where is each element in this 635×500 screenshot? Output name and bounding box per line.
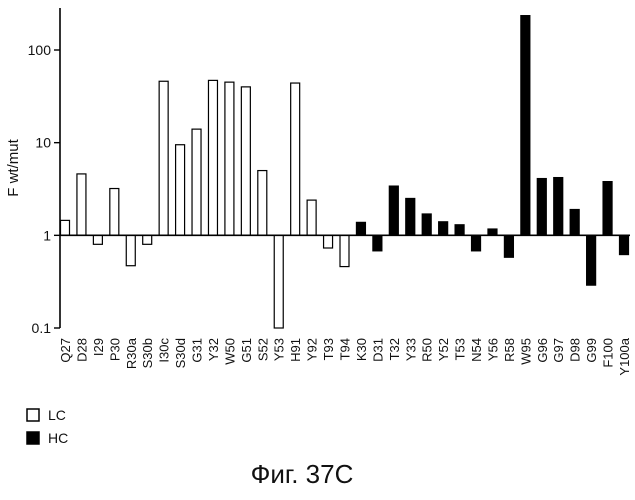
x-tick-label-t53: T53 xyxy=(453,338,468,360)
x-tick-label-k30: K30 xyxy=(354,338,369,361)
bar-y100a xyxy=(620,235,629,254)
legend-label-lc: LC xyxy=(48,407,66,423)
x-tick-label-p30: P30 xyxy=(107,338,122,361)
figure-caption: Фиг. 37C xyxy=(251,459,354,489)
bar-d98 xyxy=(570,210,579,236)
x-tick-label-r30a: R30a xyxy=(124,337,139,369)
bar-y92 xyxy=(307,200,316,235)
bar-y32 xyxy=(208,80,217,235)
bar-t93 xyxy=(324,235,333,248)
bar-q27 xyxy=(61,220,70,235)
x-tick-label-q27: Q27 xyxy=(58,338,73,363)
x-tick-label-r50: R50 xyxy=(420,338,435,362)
legend-swatch-lc xyxy=(27,409,39,421)
x-tick-label-y100a: Y100a xyxy=(617,337,632,375)
x-tick-label-g51: G51 xyxy=(239,338,254,363)
bar-w95 xyxy=(521,16,530,236)
bar-r30a xyxy=(126,235,135,265)
x-tick-label-s52: S52 xyxy=(255,338,270,361)
x-tick-label-t32: T32 xyxy=(387,338,402,360)
x-tick-label-n54: N54 xyxy=(469,338,484,362)
bars-group xyxy=(61,16,629,328)
bar-s30b xyxy=(143,235,152,244)
y-tick-label: 100 xyxy=(28,42,52,58)
legend: LC HC xyxy=(27,407,68,446)
x-tick-label-y53: Y53 xyxy=(272,338,287,361)
x-tick-label-y33: Y33 xyxy=(403,338,418,361)
legend-label-hc: HC xyxy=(48,430,68,446)
x-tick-labels-group: Q27D28I29P30R30aS30bI30cS30dG31Y32W50G51… xyxy=(58,337,632,375)
x-tick-label-t93: T93 xyxy=(321,338,336,360)
bar-y53 xyxy=(274,235,283,328)
bar-g99 xyxy=(587,235,596,285)
bar-g97 xyxy=(554,178,563,236)
x-tick-label-g99: G99 xyxy=(584,338,599,363)
x-tick-label-y52: Y52 xyxy=(436,338,451,361)
bar-r50 xyxy=(422,214,431,235)
bar-y52 xyxy=(439,222,448,236)
bar-g51 xyxy=(241,87,250,235)
x-tick-label-d98: D98 xyxy=(568,338,583,362)
y-tick-label: 10 xyxy=(35,135,51,151)
bar-y33 xyxy=(406,198,415,235)
x-tick-label-s30d: S30d xyxy=(173,338,188,368)
bar-d28 xyxy=(77,174,86,235)
bar-n54 xyxy=(472,235,481,251)
bar-t32 xyxy=(389,186,398,235)
x-tick-label-y56: Y56 xyxy=(485,338,500,361)
bar-t53 xyxy=(455,225,464,236)
bar-i30c xyxy=(159,81,168,235)
y-axis-title: F wt/mut xyxy=(5,138,22,196)
x-tick-label-w50: W50 xyxy=(222,338,237,365)
bar-p30 xyxy=(110,189,119,236)
x-tick-label-t94: T94 xyxy=(338,338,353,360)
bar-f100 xyxy=(603,182,612,236)
bar-i29 xyxy=(93,235,102,244)
y-tick-label: 1 xyxy=(43,227,51,243)
x-tick-label-y92: Y92 xyxy=(305,338,320,361)
x-tick-label-w95: W95 xyxy=(518,338,533,365)
x-tick-label-d28: D28 xyxy=(74,338,89,362)
bar-h91 xyxy=(291,83,300,235)
x-tick-label-g96: G96 xyxy=(535,338,550,363)
bar-y56 xyxy=(488,229,497,235)
y-tick-label: 0.1 xyxy=(32,320,52,336)
y-ticks-group: 0.1 1 10 100 xyxy=(28,42,60,336)
x-tick-label-i29: I29 xyxy=(91,338,106,356)
axes-group xyxy=(60,8,630,328)
legend-swatch-hc xyxy=(27,432,39,444)
bar-s30d xyxy=(176,145,185,236)
bar-t94 xyxy=(340,235,349,266)
x-tick-label-h91: H91 xyxy=(288,338,303,362)
bar-k30 xyxy=(356,222,365,235)
bar-r58 xyxy=(504,235,513,257)
bar-g31 xyxy=(192,129,201,235)
bar-s52 xyxy=(258,171,267,236)
bar-g96 xyxy=(537,179,546,236)
x-tick-label-d31: D31 xyxy=(370,338,385,362)
x-tick-label-i30c: I30c xyxy=(157,338,172,363)
x-tick-label-f100: F100 xyxy=(601,338,616,368)
x-tick-label-s30b: S30b xyxy=(140,338,155,368)
bar-w50 xyxy=(225,82,234,235)
x-tick-label-r58: R58 xyxy=(502,338,517,362)
x-tick-label-g97: G97 xyxy=(551,338,566,363)
x-tick-label-y32: Y32 xyxy=(206,338,221,361)
bar-d31 xyxy=(373,235,382,251)
x-tick-label-g31: G31 xyxy=(190,338,205,363)
